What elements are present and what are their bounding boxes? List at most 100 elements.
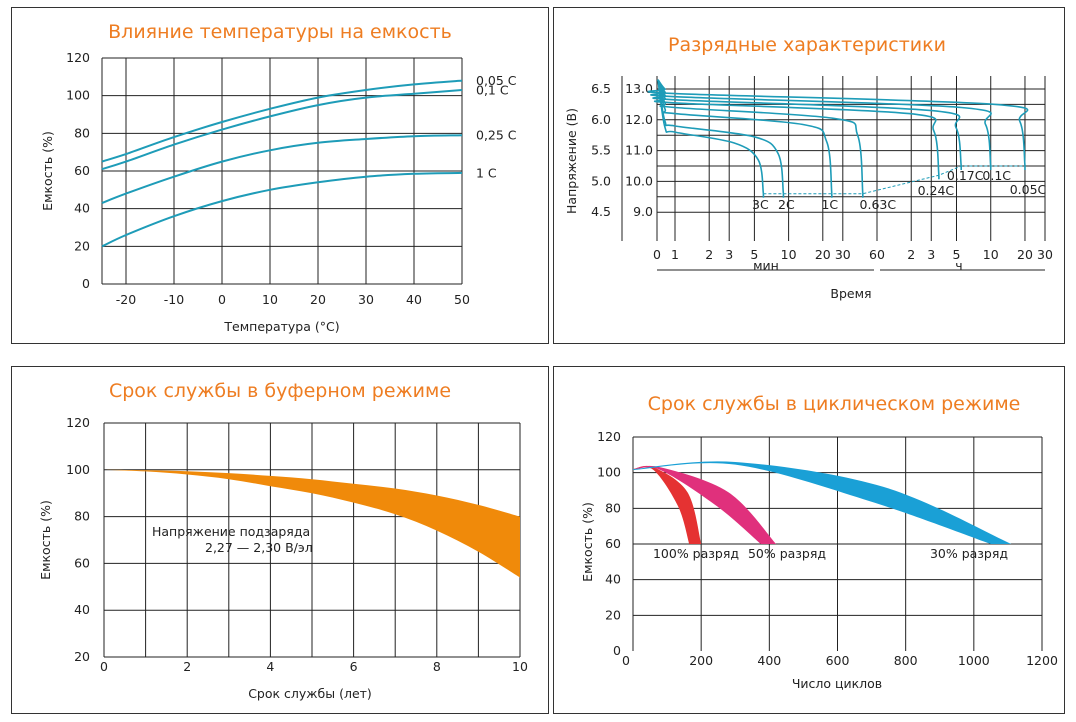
- y-axis-label: Емкость (%): [38, 500, 53, 580]
- series-line: [101, 89, 463, 171]
- panel-cycle-life: Срок службы в циклическом режиме 100% ра…: [553, 366, 1065, 714]
- x-tick-label-min: 2: [705, 247, 713, 262]
- y-tick-label-cell: 5.0: [591, 173, 611, 188]
- x-tick-label: 30: [358, 292, 374, 307]
- discharge-rate-label: 0.17C: [947, 168, 984, 183]
- panel-discharge: Разрядные характеристики 6.5 6.0 5.5 5.0 4.5…: [553, 7, 1065, 344]
- y-tick-label: 60: [605, 536, 621, 551]
- y-tick-label: 60: [74, 555, 90, 570]
- x-axis-label: Срок службы (лет): [248, 686, 372, 701]
- x-tick-label: 600: [826, 653, 850, 668]
- chart-title: Влияние температуры на емкость: [108, 21, 452, 43]
- y-tick-label: 100: [66, 462, 90, 477]
- cycle-band: [633, 461, 1012, 544]
- x-tick-label: 6: [350, 659, 358, 674]
- x-tick-label-h: 30: [1037, 247, 1053, 262]
- x-tick-label: 0: [218, 292, 226, 307]
- x-tick-label-min: 1: [671, 247, 679, 262]
- x-tick-label: 1000: [958, 653, 990, 668]
- chart-title: Срок службы в циклическом режиме: [648, 393, 1021, 415]
- x-tick-label-h: 20: [1017, 247, 1033, 262]
- x-tick-label: 200: [689, 653, 713, 668]
- x-axis-label: Число циклов: [792, 676, 882, 691]
- x-tick-label: 8: [433, 659, 441, 674]
- series-label: 1 C: [476, 165, 497, 180]
- y-tick-label: 60: [74, 163, 90, 178]
- x-tick-label-h: 5: [953, 247, 961, 262]
- capacity-band: [104, 469, 520, 578]
- y-tick-label: 0: [82, 276, 90, 291]
- cycle-series-label: 100% разряд: [653, 546, 739, 561]
- discharge-rate-label: 0.63C: [860, 197, 897, 212]
- y-tick-label: 20: [74, 238, 90, 253]
- y-tick-label-cell: 6.5: [591, 81, 611, 96]
- y-tick-label: 100: [66, 88, 90, 103]
- series-label: 0,05 C: [476, 73, 517, 88]
- series-line: [101, 171, 463, 248]
- x-tick-label: 800: [894, 653, 918, 668]
- y-tick-label: 20: [605, 607, 621, 622]
- x-axis-label: Температура (°C): [223, 319, 339, 334]
- x-tick-label: 20: [310, 292, 326, 307]
- y-tick-label: 120: [66, 50, 90, 65]
- discharge-curve: [652, 79, 962, 167]
- y-tick-label-battery: 11.0: [625, 143, 653, 158]
- panel-temperature-capacity: Влияние температуры на емкость -20 -10 0 10…: [11, 7, 549, 344]
- y-tick-label: 80: [74, 509, 90, 524]
- x-tick-label-min: 0: [653, 247, 661, 262]
- x-tick-label: 10: [262, 292, 278, 307]
- y-tick-label: 120: [66, 415, 90, 430]
- x-tick-label: 2: [183, 659, 191, 674]
- x-tick-label: 0: [100, 659, 108, 674]
- discharge-rate-label: 1C: [821, 197, 838, 212]
- series-label: 0,1 C: [476, 83, 509, 98]
- discharge-curve: [654, 79, 940, 176]
- series-line: [101, 134, 463, 204]
- cycle-series-label: 50% разряд: [748, 546, 826, 561]
- x-tick-label-min: 60: [869, 247, 885, 262]
- x-tick-label: 400: [757, 653, 781, 668]
- x-tick-label: 50: [454, 292, 470, 307]
- annotation-line-1: Напряжение подзаряда: [152, 524, 310, 539]
- chart-title: Срок службы в буферном режиме: [109, 380, 451, 402]
- x-unit-h: ч: [955, 258, 962, 273]
- discharge-curve: [657, 79, 833, 194]
- discharge-rate-label: 3C: [752, 197, 769, 212]
- discharge-rate-label: 0.05C: [1010, 182, 1047, 197]
- y-tick-label: 100: [597, 465, 621, 480]
- chart-title: Разрядные характеристики: [668, 34, 946, 56]
- x-unit-min: мин: [753, 258, 779, 273]
- x-tick-label: 0: [622, 653, 630, 668]
- y-tick-label-cell: 6.0: [591, 112, 611, 127]
- x-tick-label-min: 10: [781, 247, 797, 262]
- x-tick-label: 40: [406, 292, 422, 307]
- discharge-curve: [647, 79, 1029, 167]
- grid: [103, 422, 521, 658]
- x-tick-label-min: 3: [725, 247, 733, 262]
- y-tick-label: 40: [605, 572, 621, 587]
- y-tick-label: 120: [597, 429, 621, 444]
- panel-float-life: Срок службы в буферном режиме 0 2 4 6 8 10 20 4…: [11, 366, 549, 714]
- x-tick-label-h: 10: [983, 247, 999, 262]
- discharge-curve: [657, 79, 785, 194]
- series-line: [101, 79, 463, 163]
- discharge-curve: [650, 79, 992, 167]
- chart-discharge: Разрядные характеристики 6.5 6.0 5.5 5.0 4.5…: [564, 34, 1053, 301]
- grid: [632, 436, 1043, 651]
- chart-cycle-life: Срок службы в циклическом режиме 100% ра…: [580, 393, 1058, 691]
- cycle-series-label: 30% разряд: [930, 546, 1008, 561]
- x-tick-label-h: 2: [907, 247, 915, 262]
- y-tick-label-cell: 5.5: [591, 143, 611, 158]
- y-tick-label: 80: [605, 500, 621, 515]
- y-tick-label: 40: [74, 602, 90, 617]
- y-tick-label: 20: [74, 649, 90, 664]
- discharge-rate-label: 0.24C: [918, 183, 955, 198]
- y-axis-label: Напряжение (В): [564, 108, 579, 214]
- y-tick-label: 0: [613, 643, 621, 658]
- discharge-rate-label: 2C: [778, 197, 795, 212]
- y-tick-label-battery: 13.0: [625, 81, 653, 96]
- x-tick-label-min: 20: [815, 247, 831, 262]
- x-tick-label: -20: [116, 292, 136, 307]
- end-voltage-line: [763, 165, 1025, 195]
- x-tick-label: -10: [164, 292, 184, 307]
